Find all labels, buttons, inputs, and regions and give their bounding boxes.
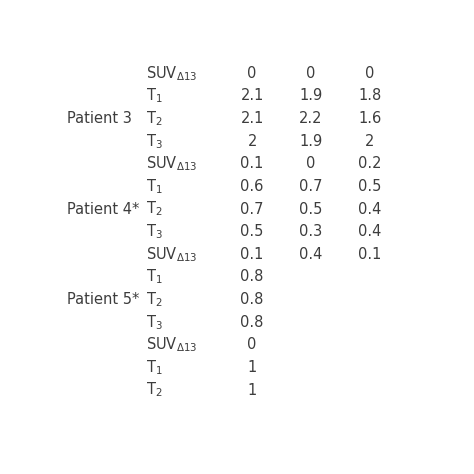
Text: 2: 2 — [365, 134, 374, 149]
Text: 0.8: 0.8 — [240, 315, 264, 330]
Text: $\mathrm{T}_{1}$: $\mathrm{T}_{1}$ — [146, 177, 162, 196]
Text: 0.8: 0.8 — [240, 292, 264, 307]
Text: 1.6: 1.6 — [358, 111, 381, 126]
Text: 0.3: 0.3 — [299, 224, 322, 239]
Text: 1: 1 — [247, 383, 257, 398]
Text: 0.5: 0.5 — [240, 224, 264, 239]
Text: $\mathrm{T}_{3}$: $\mathrm{T}_{3}$ — [146, 313, 162, 332]
Text: $\mathrm{T}_{3}$: $\mathrm{T}_{3}$ — [146, 222, 162, 241]
Text: $\mathrm{T}_{2}$: $\mathrm{T}_{2}$ — [146, 381, 162, 400]
Text: 0.6: 0.6 — [240, 179, 264, 194]
Text: 0.1: 0.1 — [240, 156, 264, 171]
Text: 0: 0 — [247, 337, 257, 352]
Text: 1: 1 — [247, 360, 257, 375]
Text: $\mathrm{SUV}_{\Delta13}$: $\mathrm{SUV}_{\Delta13}$ — [146, 155, 197, 173]
Text: Patient 4*: Patient 4* — [66, 201, 139, 217]
Text: 0.7: 0.7 — [299, 179, 323, 194]
Text: 2: 2 — [247, 134, 257, 149]
Text: 0.7: 0.7 — [240, 201, 264, 217]
Text: 0.1: 0.1 — [358, 247, 382, 262]
Text: $\mathrm{T}_{1}$: $\mathrm{T}_{1}$ — [146, 268, 162, 286]
Text: 0.5: 0.5 — [299, 201, 323, 217]
Text: 0.1: 0.1 — [240, 247, 264, 262]
Text: 0.4: 0.4 — [358, 224, 382, 239]
Text: 1.9: 1.9 — [299, 134, 322, 149]
Text: 0: 0 — [365, 66, 374, 81]
Text: 1.8: 1.8 — [358, 89, 381, 103]
Text: $\mathrm{T}_{3}$: $\mathrm{T}_{3}$ — [146, 132, 162, 151]
Text: 0.4: 0.4 — [299, 247, 323, 262]
Text: 0: 0 — [247, 66, 257, 81]
Text: $\mathrm{SUV}_{\Delta13}$: $\mathrm{SUV}_{\Delta13}$ — [146, 64, 197, 82]
Text: $\mathrm{T}_{1}$: $\mathrm{T}_{1}$ — [146, 87, 162, 105]
Text: 1.9: 1.9 — [299, 89, 322, 103]
Text: $\mathrm{SUV}_{\Delta13}$: $\mathrm{SUV}_{\Delta13}$ — [146, 245, 197, 264]
Text: 0.2: 0.2 — [358, 156, 382, 171]
Text: 0: 0 — [306, 66, 316, 81]
Text: 2.1: 2.1 — [240, 111, 264, 126]
Text: Patient 3: Patient 3 — [66, 111, 131, 126]
Text: $\mathrm{T}_{2}$: $\mathrm{T}_{2}$ — [146, 290, 162, 309]
Text: $\mathrm{T}_{2}$: $\mathrm{T}_{2}$ — [146, 200, 162, 219]
Text: $\mathrm{T}_{1}$: $\mathrm{T}_{1}$ — [146, 358, 162, 377]
Text: Patient 5*: Patient 5* — [66, 292, 139, 307]
Text: 0.5: 0.5 — [358, 179, 382, 194]
Text: 0.4: 0.4 — [358, 201, 382, 217]
Text: 2.2: 2.2 — [299, 111, 323, 126]
Text: $\mathrm{SUV}_{\Delta13}$: $\mathrm{SUV}_{\Delta13}$ — [146, 336, 197, 354]
Text: 2.1: 2.1 — [240, 89, 264, 103]
Text: 0.8: 0.8 — [240, 269, 264, 284]
Text: $\mathrm{T}_{2}$: $\mathrm{T}_{2}$ — [146, 109, 162, 128]
Text: 0: 0 — [306, 156, 316, 171]
